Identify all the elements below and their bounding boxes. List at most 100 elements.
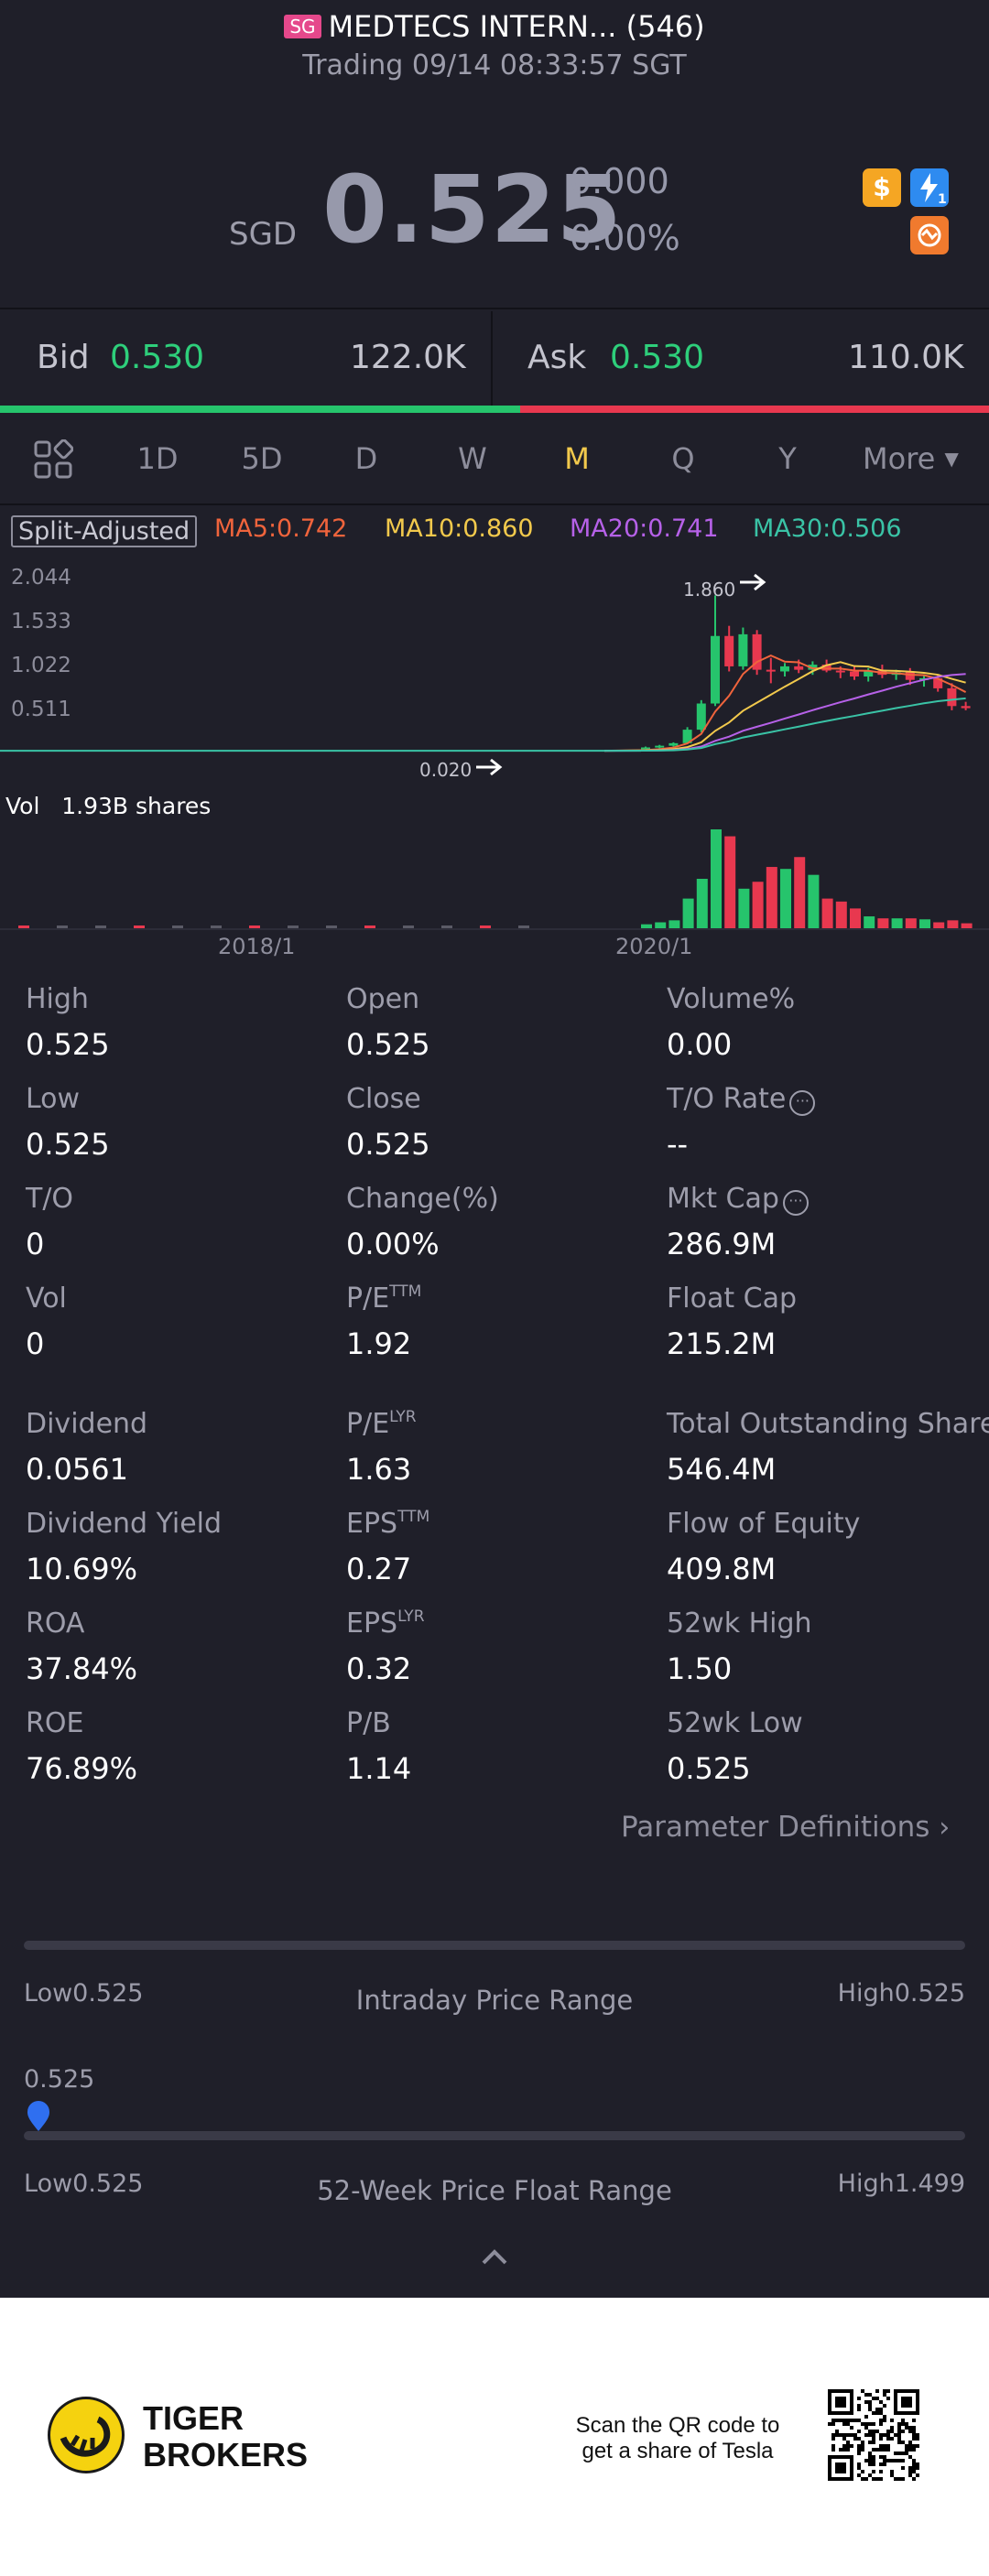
qr-code-icon[interactable] — [828, 2389, 919, 2481]
qr-module — [890, 2470, 894, 2473]
stat-label-total-outstanding-shares: Total Outstanding Shares — [667, 1408, 989, 1440]
info-icon[interactable]: ··· — [789, 1090, 816, 1116]
qr-module — [868, 2452, 872, 2455]
stat-label-mkt-cap[interactable]: Mkt Cap ··· — [667, 1183, 809, 1216]
ask-price: 0.530 — [610, 339, 705, 376]
volume-bar — [711, 829, 722, 928]
tab-y[interactable]: Y — [778, 441, 797, 476]
y-tick-label: 1.022 — [11, 654, 71, 677]
stat-value-eps-lyr: 0.32 — [346, 1651, 412, 1686]
intraday-range-title: Intraday Price Range — [355, 1985, 634, 2016]
qr-module — [890, 2473, 894, 2477]
qr-module — [850, 2433, 853, 2437]
qr-module — [897, 2441, 901, 2444]
min-price-annotation: 0.020 — [419, 759, 472, 781]
tab-m[interactable]: M — [564, 441, 590, 476]
qr-module — [894, 2433, 897, 2437]
stat-label-text: Float Cap — [667, 1283, 798, 1315]
qr-module — [857, 2462, 861, 2466]
candle-body — [655, 745, 665, 748]
qr-module — [908, 2455, 912, 2459]
tab-5d[interactable]: 5D — [241, 441, 283, 476]
volume-bar-history — [364, 925, 375, 928]
volume-bar — [655, 922, 667, 928]
bid-ratio-bar — [0, 406, 521, 413]
qr-module — [890, 2459, 894, 2462]
qr-module — [875, 2397, 879, 2400]
week52-low-label: Low — [24, 2170, 73, 2198]
volume-bar — [780, 869, 791, 928]
qr-module — [861, 2389, 864, 2393]
ma10-line — [603, 661, 966, 752]
qr-module — [879, 2437, 883, 2441]
qr-module — [831, 2422, 835, 2426]
qr-module — [916, 2462, 919, 2466]
stat-label-t-o: T/O — [26, 1183, 73, 1215]
qr-module — [868, 2422, 872, 2426]
qr-module — [886, 2444, 890, 2448]
qr-module — [875, 2411, 879, 2415]
stat-value-float-cap: 215.2M — [667, 1326, 777, 1361]
qr-module — [912, 2462, 916, 2466]
stat-label-t-o-rate[interactable]: T/O Rate ··· — [667, 1083, 816, 1116]
split-adjusted-toggle[interactable]: Split-Adjusted — [11, 515, 198, 547]
bid-size: 122.0K — [350, 339, 466, 376]
qr-module — [846, 2419, 850, 2422]
stat-value-eps-ttm: 0.27 — [346, 1552, 412, 1586]
qr-module — [886, 2437, 890, 2441]
parameter-definitions-link[interactable]: Parameter Definitions › — [621, 1811, 950, 1844]
qr-module — [897, 2459, 901, 2462]
tab-q[interactable]: Q — [671, 441, 695, 476]
tab-1d[interactable]: 1D — [136, 441, 179, 476]
stat-value-open: 0.525 — [346, 1027, 430, 1062]
volume-bar — [961, 923, 973, 928]
trading-status: Trading 09/14 08:33:57 SGT — [302, 49, 687, 81]
info-icon[interactable]: ··· — [782, 1190, 809, 1216]
volume-bar-history — [441, 925, 452, 928]
qr-module — [879, 2462, 883, 2466]
qr-module — [897, 2426, 901, 2430]
tab-more[interactable]: More ▼ — [863, 441, 959, 476]
qr-module — [916, 2473, 919, 2477]
price-change: 0.000 — [570, 161, 669, 201]
stat-label-sup: TTM — [397, 1508, 430, 1526]
layout-grid-icon[interactable] — [33, 438, 74, 480]
volume-bar — [850, 908, 861, 928]
volume-chart[interactable] — [0, 824, 989, 928]
stat-label-dividend: Dividend — [26, 1408, 147, 1440]
volume-bar — [766, 867, 777, 928]
volume-bar — [905, 918, 917, 928]
options-badge-icon[interactable] — [910, 216, 949, 254]
chevron-up-icon[interactable] — [480, 2246, 509, 2268]
qr-module — [864, 2477, 868, 2481]
tab-w[interactable]: W — [458, 441, 487, 476]
stat-label-text: T/O — [26, 1183, 74, 1215]
stat-label-52wk-low: 52wk Low — [667, 1707, 803, 1739]
qr-module — [872, 2430, 875, 2433]
qr-module — [908, 2448, 912, 2452]
qr-module — [905, 2444, 908, 2448]
tab-d[interactable]: D — [354, 441, 378, 476]
qr-module — [872, 2437, 875, 2441]
parameter-definitions-label: Parameter Definitions — [621, 1811, 930, 1844]
x-date-label: 2018/1 — [218, 934, 296, 959]
candlestick-chart[interactable]: 1.860 0.020 — [0, 549, 989, 787]
intraday-low: Low0.525 — [24, 1979, 143, 2008]
qr-module — [875, 2448, 879, 2452]
qr-module — [857, 2419, 861, 2422]
qr-module — [879, 2477, 883, 2481]
qr-module — [883, 2444, 886, 2448]
dollar-badge-icon[interactable]: $ — [863, 168, 901, 207]
qr-module — [901, 2430, 905, 2433]
brand-name: TIGER BROKERS — [143, 2400, 308, 2473]
volume-label: Vol 1.93B shares — [5, 793, 211, 819]
volume-bar-history — [211, 925, 222, 928]
qr-module — [908, 2441, 912, 2444]
qr-module — [842, 2444, 846, 2448]
price-change-pct: 0.00% — [570, 218, 680, 258]
qr-module — [879, 2444, 883, 2448]
divider — [0, 928, 989, 930]
qr-module — [868, 2433, 872, 2437]
flash-badge-icon[interactable]: 1 — [910, 168, 949, 207]
qr-module — [857, 2404, 861, 2408]
